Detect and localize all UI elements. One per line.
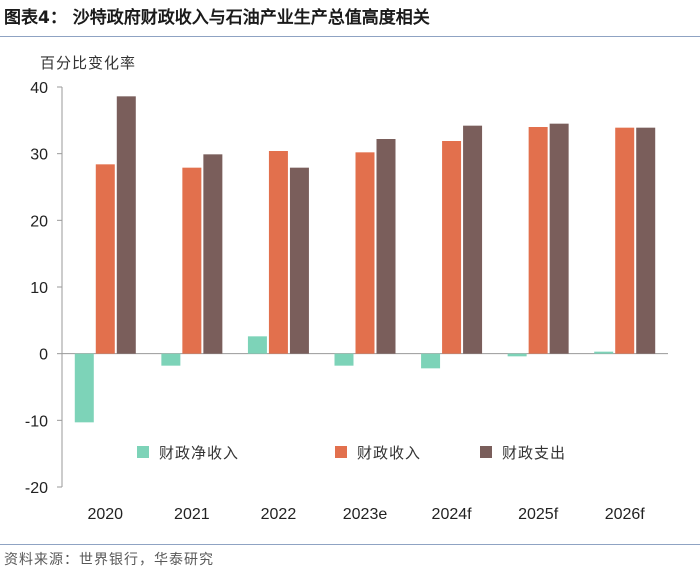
y-tick-label: 30 (30, 147, 48, 164)
bar-财政净收入-2026f (594, 351, 614, 354)
legend-label: 财政收入 (357, 444, 421, 462)
x-tick-label: 2025f (518, 506, 559, 523)
y-tick-label: 0 (39, 347, 48, 364)
bar-财政支出-2022 (289, 167, 309, 354)
source-divider (0, 544, 700, 545)
bar-财政净收入-2023e (334, 353, 354, 366)
legend-swatch (335, 446, 347, 458)
bars (74, 96, 656, 423)
y-tick-label: -10 (25, 413, 48, 430)
legend-swatch (137, 446, 149, 458)
bar-财政收入-2025f (528, 127, 548, 354)
legend-label: 财政支出 (502, 444, 566, 462)
bar-财政净收入-2021 (161, 353, 181, 366)
x-tick-label: 2020 (87, 506, 123, 523)
y-axis-label: 百分比变化率 (40, 54, 137, 72)
bar-财政支出-2023e (376, 139, 396, 354)
y-tick-label: 40 (30, 80, 48, 97)
bar-财政收入-2026f (615, 127, 635, 354)
bar-财政收入-2022 (268, 151, 288, 354)
bar-财政净收入-2022 (247, 336, 267, 354)
bar-财政净收入-2025f (507, 353, 527, 357)
x-tick-label: 2022 (261, 506, 297, 523)
bar-财政收入-2024f (442, 141, 462, 354)
bar-财政支出-2026f (636, 127, 656, 354)
x-tick-label: 2023e (343, 506, 388, 523)
figure-title: 图表4： 沙特政府财政收入与石油产业生产总值高度相关 (4, 8, 430, 28)
legend: 财政净收入 财政收入 财政支出 (137, 444, 566, 462)
bar-财政收入-2021 (182, 167, 202, 354)
legend-swatch (480, 446, 492, 458)
bar-财政支出-2025f (549, 123, 569, 354)
x-tick-label: 2026f (605, 506, 646, 523)
title-divider (0, 36, 700, 37)
bar-财政支出-2024f (463, 125, 483, 354)
bar-财政净收入-2020 (74, 353, 94, 423)
y-tick-label: 10 (30, 280, 48, 297)
x-tick-label: 2021 (174, 506, 210, 523)
source-note: 资料来源：世界银行，华泰研究 (4, 552, 214, 568)
bar-财政收入-2020 (95, 164, 115, 354)
bar-财政支出-2021 (203, 154, 223, 354)
bar-财政支出-2020 (116, 96, 136, 354)
bar-财政净收入-2024f (421, 353, 441, 369)
y-tick-label: -20 (25, 480, 48, 497)
y-tick-label: 20 (30, 213, 48, 230)
legend-label: 财政净收入 (159, 444, 239, 462)
bar-财政收入-2023e (355, 152, 375, 354)
x-tick-label: 2024f (432, 506, 473, 523)
